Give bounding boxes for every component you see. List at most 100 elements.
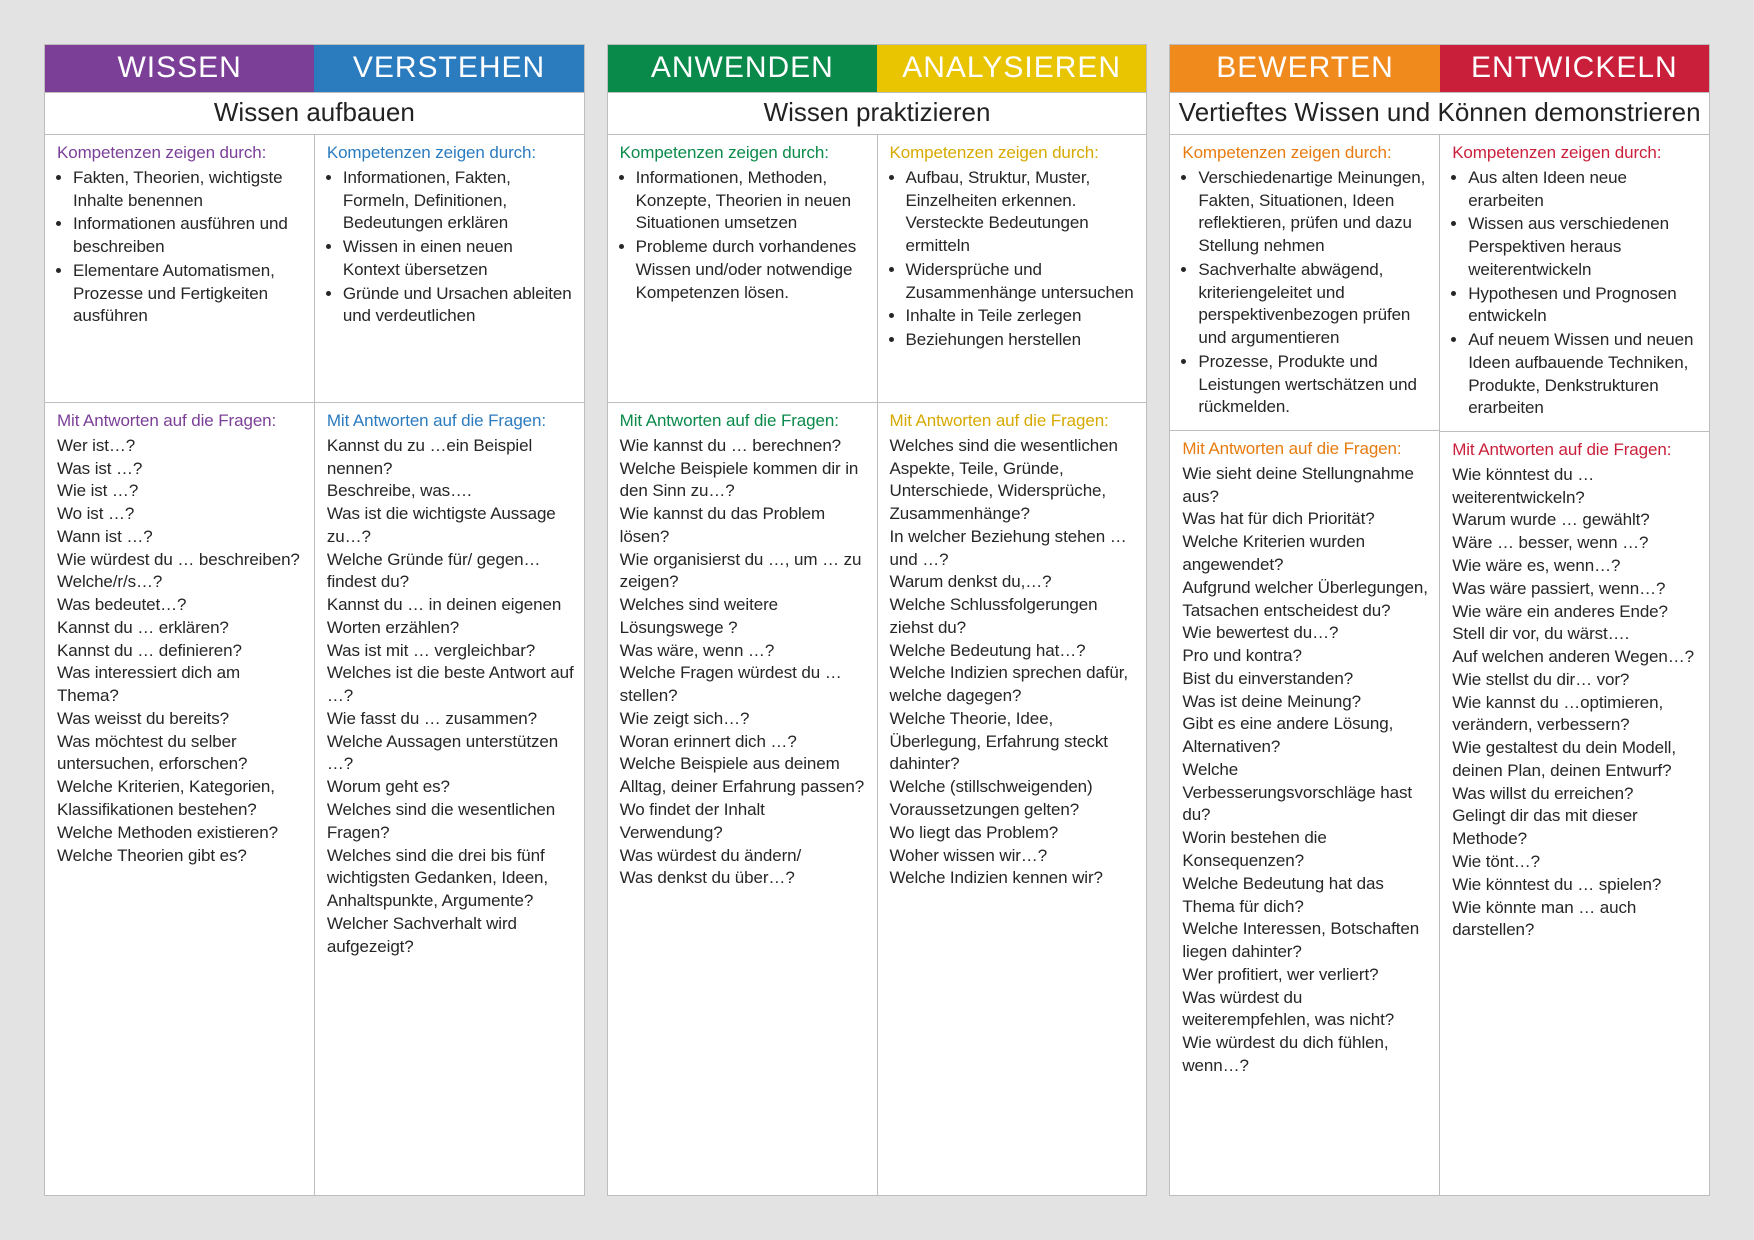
question-line: Wie wäre ein anderes Ende? — [1452, 601, 1699, 624]
question-line: Wäre … besser, wenn …? — [1452, 532, 1699, 555]
group-body: Kompetenzen zeigen durch:Verschiedenarti… — [1170, 135, 1709, 1195]
competency-item: Informationen, Fakten, Formeln, Definiti… — [343, 167, 574, 235]
question-line: Was wäre, wenn …? — [620, 640, 867, 663]
question-line: Welche (stillschweigenden) Voraussetzung… — [890, 776, 1137, 822]
question-line: Welche/r/s…? — [57, 571, 304, 594]
competencies-section: Kompetenzen zeigen durch:Informationen, … — [608, 135, 877, 403]
question-line: Was ist die wichtigste Aussage zu…? — [327, 503, 574, 549]
questions-list: Wer ist…?Was ist …?Wie ist …?Wo ist …?Wa… — [57, 435, 304, 868]
competencies-label: Kompetenzen zeigen durch: — [327, 142, 574, 165]
column: Kompetenzen zeigen durch:Verschiedenarti… — [1170, 135, 1439, 1195]
competencies-label: Kompetenzen zeigen durch: — [57, 142, 304, 165]
question-line: Was wäre passiert, wenn…? — [1452, 578, 1699, 601]
competencies-section: Kompetenzen zeigen durch:Aufbau, Struktu… — [878, 135, 1147, 403]
question-line: Pro und kontra? — [1182, 645, 1429, 668]
question-line: Aufgrund welcher Überlegungen, Tatsachen… — [1182, 577, 1429, 623]
competencies-label: Kompetenzen zeigen durch: — [890, 142, 1137, 165]
column-header: ANWENDEN — [608, 45, 877, 92]
question-line: Wie kannst du …optimieren, verändern, ve… — [1452, 692, 1699, 738]
question-line: Welches ist die beste Antwort auf …? — [327, 662, 574, 708]
question-line: Wie ist …? — [57, 480, 304, 503]
questions-section: Mit Antworten auf die Fragen:Wie sieht d… — [1170, 431, 1439, 1087]
question-line: Welches sind die wesentlichen Aspekte, T… — [890, 435, 1137, 526]
question-line: Was ist …? — [57, 458, 304, 481]
questions-label: Mit Antworten auf die Fragen: — [57, 410, 304, 433]
question-line: Was hat für dich Priorität? — [1182, 508, 1429, 531]
question-line: Welche Verbesserungsvorschläge hast du? — [1182, 759, 1429, 827]
question-line: Gelingt dir das mit dieser Methode? — [1452, 805, 1699, 851]
column-header: VERSTEHEN — [314, 45, 583, 92]
competencies-list: Informationen, Methoden, Konzepte, Theor… — [620, 167, 867, 305]
questions-list: Wie kannst du … berechnen?Welche Beispie… — [620, 435, 867, 890]
question-line: Welches sind die wesentlichen Fragen? — [327, 799, 574, 845]
competency-item: Hypothesen und Prognosen entwickeln — [1468, 283, 1699, 329]
competency-item: Beziehungen herstellen — [906, 329, 1137, 352]
question-line: Kannst du … erklären? — [57, 617, 304, 640]
question-line: Wie kannst du das Problem lösen? — [620, 503, 867, 549]
question-line: Welche Kriterien, Kategorien, Klassifika… — [57, 776, 304, 822]
column-header: WISSEN — [45, 45, 314, 92]
question-line: Warum denkst du,…? — [890, 571, 1137, 594]
competency-item: Elementare Automatismen, Prozesse und Fe… — [73, 260, 304, 328]
group-2: BEWERTENENTWICKELNVertieftes Wissen und … — [1169, 44, 1710, 1196]
question-line: Wer profitiert, wer verliert? — [1182, 964, 1429, 987]
questions-list: Welches sind die wesentlichen Aspekte, T… — [890, 435, 1137, 890]
question-line: Kannst du … in deinen eigenen Worten erz… — [327, 594, 574, 640]
question-line: Welche Interessen, Botschaften liegen da… — [1182, 918, 1429, 964]
competencies-section: Kompetenzen zeigen durch:Verschiedenarti… — [1170, 135, 1439, 431]
competency-item: Wissen aus verschiedenen Perspektiven he… — [1468, 213, 1699, 281]
question-line: Auf welchen anderen Wegen…? — [1452, 646, 1699, 669]
questions-list: Kannst du zu …ein Beispiel nennen?Beschr… — [327, 435, 574, 959]
group-0: WISSENVERSTEHENWissen aufbauenKompetenze… — [44, 44, 585, 1196]
column: Kompetenzen zeigen durch:Aufbau, Struktu… — [877, 135, 1147, 1195]
question-line: Was möchtest du selber untersuchen, erfo… — [57, 731, 304, 777]
question-line: Kannst du zu …ein Beispiel nennen? — [327, 435, 574, 481]
question-line: Welche Indizien kennen wir? — [890, 867, 1137, 890]
column: Kompetenzen zeigen durch:Fakten, Theorie… — [45, 135, 314, 1195]
question-line: Was weisst du bereits? — [57, 708, 304, 731]
question-line: Wie bewertest du…? — [1182, 622, 1429, 645]
competency-item: Inhalte in Teile zerlegen — [906, 305, 1137, 328]
column-header: ANALYSIEREN — [877, 45, 1146, 92]
competencies-list: Fakten, Theorien, wichtigste Inhalte ben… — [57, 167, 304, 328]
questions-section: Mit Antworten auf die Fragen:Wie könntes… — [1440, 432, 1709, 952]
header-row: BEWERTENENTWICKELN — [1170, 45, 1709, 92]
column: Kompetenzen zeigen durch:Aus alten Ideen… — [1439, 135, 1709, 1195]
questions-section: Mit Antworten auf die Fragen:Welches sin… — [878, 403, 1147, 900]
column-header: ENTWICKELN — [1440, 45, 1709, 92]
question-line: Wie stellst du dir… vor? — [1452, 669, 1699, 692]
question-line: Wann ist …? — [57, 526, 304, 549]
question-line: Worum geht es? — [327, 776, 574, 799]
competency-item: Fakten, Theorien, wichtigste Inhalte ben… — [73, 167, 304, 213]
header-row: ANWENDENANALYSIEREN — [608, 45, 1147, 92]
question-line: Was willst du erreichen? — [1452, 783, 1699, 806]
question-line: Beschreibe, was…. — [327, 480, 574, 503]
question-line: Welche Theorien gibt es? — [57, 845, 304, 868]
competencies-list: Aus alten Ideen neue erarbeitenWissen au… — [1452, 167, 1699, 420]
question-line: Was würdest du weiterempfehlen, was nich… — [1182, 987, 1429, 1033]
questions-label: Mit Antworten auf die Fragen: — [620, 410, 867, 433]
question-line: Wie zeigt sich…? — [620, 708, 867, 731]
question-line: Welches sind weitere Lösungswege ? — [620, 594, 867, 640]
question-line: Welche Kriterien wurden angewendet? — [1182, 531, 1429, 577]
question-line: Welche Indizien sprechen dafür, welche d… — [890, 662, 1137, 708]
question-line: Kannst du … definieren? — [57, 640, 304, 663]
competencies-section: Kompetenzen zeigen durch:Aus alten Ideen… — [1440, 135, 1709, 432]
questions-section: Mit Antworten auf die Fragen:Wie kannst … — [608, 403, 877, 900]
question-line: Wie gestaltest du dein Modell, deinen Pl… — [1452, 737, 1699, 783]
question-line: Welcher Sachverhalt wird aufgezeigt? — [327, 913, 574, 959]
competency-item: Auf neuem Wissen und neuen Ideen aufbaue… — [1468, 329, 1699, 420]
question-line: Wie wäre es, wenn…? — [1452, 555, 1699, 578]
competency-item: Wissen in einen neuen Kontext übersetzen — [343, 236, 574, 282]
questions-label: Mit Antworten auf die Fragen: — [327, 410, 574, 433]
question-line: Wo ist …? — [57, 503, 304, 526]
question-line: Wie fasst du … zusammen? — [327, 708, 574, 731]
question-line: Gibt es eine andere Lösung, Alternativen… — [1182, 713, 1429, 759]
competencies-label: Kompetenzen zeigen durch: — [1452, 142, 1699, 165]
question-line: Wie könntest du … weiterentwickeln? — [1452, 464, 1699, 510]
group-1: ANWENDENANALYSIERENWissen praktizierenKo… — [607, 44, 1148, 1196]
competency-item: Aufbau, Struktur, Muster, Einzelheiten e… — [906, 167, 1137, 258]
question-line: Welche Schlussfolgerungen ziehst du? — [890, 594, 1137, 640]
question-line: Welche Bedeutung hat…? — [890, 640, 1137, 663]
group-subtitle: Vertieftes Wissen und Können demonstrier… — [1170, 92, 1709, 135]
